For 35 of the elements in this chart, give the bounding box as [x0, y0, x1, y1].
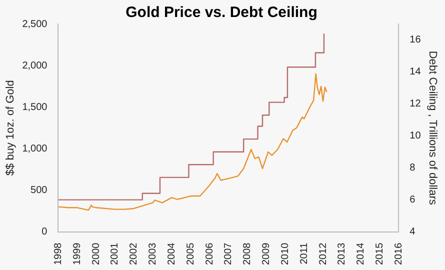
y-tick-label: 2,000	[22, 60, 48, 72]
x-tick-label: 2007	[223, 242, 234, 266]
y-axis-title: $$ buy 1oz. of Gold	[4, 80, 17, 176]
x-tick-label: 2001	[110, 242, 121, 266]
x-tick-label: 2013	[336, 242, 348, 266]
x-tick-label: 2000	[90, 242, 102, 266]
x-tick-label: 2011	[298, 242, 310, 264]
x-tick-label: 2015	[374, 242, 386, 266]
x-tick-label: 1999	[72, 242, 83, 266]
y2-tick-label: 4	[410, 226, 416, 238]
x-tick-label: 2009	[261, 242, 272, 266]
x-tick-label: 2003	[148, 242, 159, 266]
y2-axis-title: Debt Ceiling , Trillions of dollars	[426, 50, 438, 206]
chart-title: Gold Price vs. Debt Ceiling	[126, 4, 318, 22]
y2-tick-label: 16	[410, 34, 422, 46]
x-tick-label: 2004	[166, 242, 178, 266]
y-tick-label: 1,500	[22, 102, 48, 113]
y2-tick-label: 12	[410, 98, 422, 110]
x-tick-label: 2008	[242, 242, 254, 266]
x-tick-label: 2006	[204, 242, 216, 266]
y-tick-label: 1,000	[22, 143, 48, 154]
y-tick-label: 2,500	[22, 18, 48, 30]
x-tick-label: 2012	[318, 242, 329, 266]
x-tick-label: 2002	[128, 242, 140, 266]
y-tick-label: 0	[42, 226, 48, 238]
y2-tick-label: 14	[410, 66, 422, 78]
x-tick-label: 1998	[52, 242, 64, 266]
y2-tick-label: 6	[410, 194, 416, 206]
x-tick-label: 2005	[185, 242, 196, 266]
x-tick-label: 2016	[393, 242, 404, 266]
x-tick-label: 2014	[356, 242, 367, 266]
x-tick-label: 2010	[280, 242, 291, 266]
y2-tick-label: 10	[410, 130, 422, 142]
y2-tick-label: 8	[410, 162, 416, 174]
y-tick-label: 500	[30, 184, 48, 196]
